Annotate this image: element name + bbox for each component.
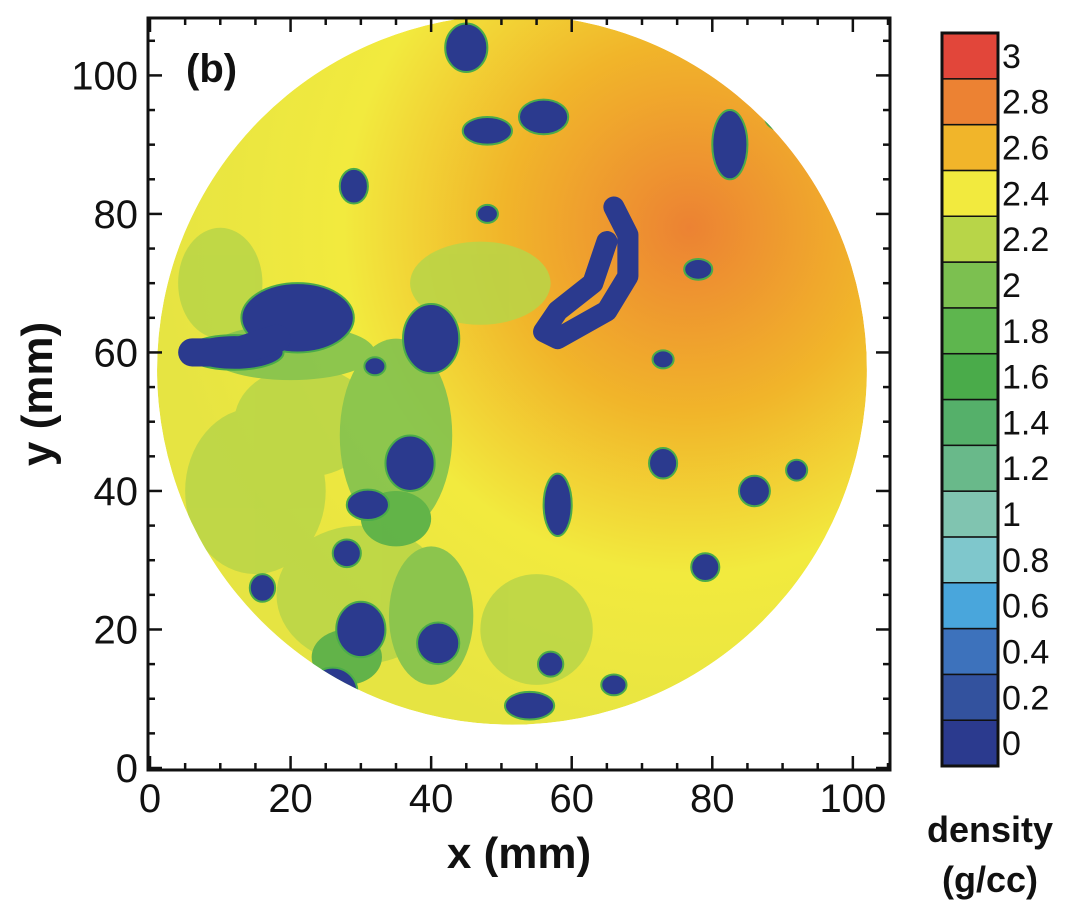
colorbar-swatch — [941, 627, 999, 676]
density-patch — [388, 546, 474, 685]
colorbar-swatch — [941, 398, 999, 447]
panel-label: (b) — [186, 47, 237, 91]
tick-labels: 0 20 40 60 80 100 0 20 40 60 80 100 — [71, 54, 886, 821]
y-tick-label: 100 — [71, 54, 138, 98]
y-tick-label: 0 — [116, 747, 138, 791]
colorbar-label: 0.2 — [1002, 679, 1049, 717]
colorbar-label: 1.2 — [1002, 450, 1049, 488]
colorbar-label: 0.6 — [1002, 588, 1049, 626]
void-region — [785, 458, 809, 482]
colorbar-swatch — [941, 261, 999, 309]
colorbar-swatch — [941, 719, 999, 767]
colorbar-swatch — [941, 78, 999, 126]
colorbar-label: 1.6 — [1002, 359, 1049, 397]
colorbar-swatch — [941, 582, 999, 630]
y-tick-label: 20 — [94, 608, 139, 652]
colorbar-swatch — [941, 215, 999, 263]
y-tick-label: 60 — [94, 331, 139, 375]
void-region — [683, 257, 714, 281]
void-region — [331, 538, 362, 569]
colorbar-label: 2.2 — [1002, 221, 1049, 259]
void-regions — [178, 22, 809, 721]
void-region — [711, 109, 749, 181]
x-axis-title: x (mm) — [447, 829, 591, 878]
colorbar-label: 1.4 — [1002, 404, 1049, 442]
void-region — [518, 98, 570, 136]
colorbar: 0 0.2 0.4 0.6 0.8 1 1.2 1.4 1.6 1.8 2 2.2 2.4 2.6 2.8 3 — [940, 31, 1049, 768]
void-region — [338, 167, 369, 205]
colorbar-label: 2.6 — [1002, 130, 1049, 168]
colorbar-label: 0.4 — [1002, 633, 1049, 671]
colorbar-label: 1.8 — [1002, 313, 1049, 351]
colorbar-swatch — [941, 444, 999, 492]
colorbar-swatch — [941, 123, 999, 172]
x-tick-label: 40 — [409, 777, 454, 821]
colorbar-swatch — [941, 169, 999, 217]
colorbar-title-line1: density — [927, 809, 1053, 850]
void-region — [402, 302, 461, 375]
void-region — [363, 356, 387, 377]
void-region — [416, 621, 461, 666]
colorbar-swatch — [941, 352, 999, 401]
void-region — [335, 600, 387, 659]
density-patch — [410, 241, 551, 325]
colorbar-label: 2 — [1002, 267, 1021, 305]
x-tick-label: 80 — [690, 777, 735, 821]
density-disc — [157, 18, 867, 725]
y-axis-title: y (mm) — [13, 322, 62, 466]
x-tick-label: 0 — [139, 777, 161, 821]
colorbar-label: 3 — [1002, 38, 1021, 76]
colorbar-label: 2.4 — [1002, 175, 1049, 213]
void-region — [345, 488, 390, 522]
void-region — [475, 203, 499, 224]
colorbar-swatch — [941, 673, 999, 721]
density-patch — [185, 407, 326, 575]
y-tick-label: 80 — [94, 193, 139, 237]
colorbar-label: 2.8 — [1002, 84, 1049, 122]
colorbar-label: 0 — [1002, 725, 1021, 763]
colorbar-swatch — [941, 490, 999, 538]
colorbar-label: 1 — [1002, 496, 1021, 534]
y-tick-label: 40 — [94, 470, 139, 514]
void-channel — [533, 196, 639, 350]
void-region — [444, 22, 489, 73]
colorbar-label: 0.8 — [1002, 542, 1049, 580]
x-tick-label: 60 — [549, 777, 594, 821]
void-region — [542, 472, 573, 537]
void-channel — [178, 324, 291, 367]
plot-frame — [146, 16, 892, 772]
density-patch — [480, 574, 593, 685]
disc-content — [157, 18, 867, 725]
void-region — [384, 434, 436, 492]
x-tick-label: 100 — [819, 777, 886, 821]
void-region — [737, 474, 771, 508]
void-region — [248, 573, 277, 603]
void-region — [600, 673, 628, 697]
void-region — [536, 650, 565, 678]
colorbar-swatch — [941, 536, 999, 584]
void-region — [690, 552, 721, 582]
void-region — [461, 115, 513, 146]
void-region — [648, 447, 679, 480]
colorbar-title-line2: (g/cc) — [942, 859, 1038, 900]
colorbar-swatch — [941, 307, 999, 355]
colorbar-frame — [940, 31, 1000, 768]
void-region — [651, 349, 675, 370]
void-region — [503, 690, 556, 721]
x-tick-label: 20 — [268, 777, 313, 821]
colorbar-swatch — [941, 32, 999, 80]
